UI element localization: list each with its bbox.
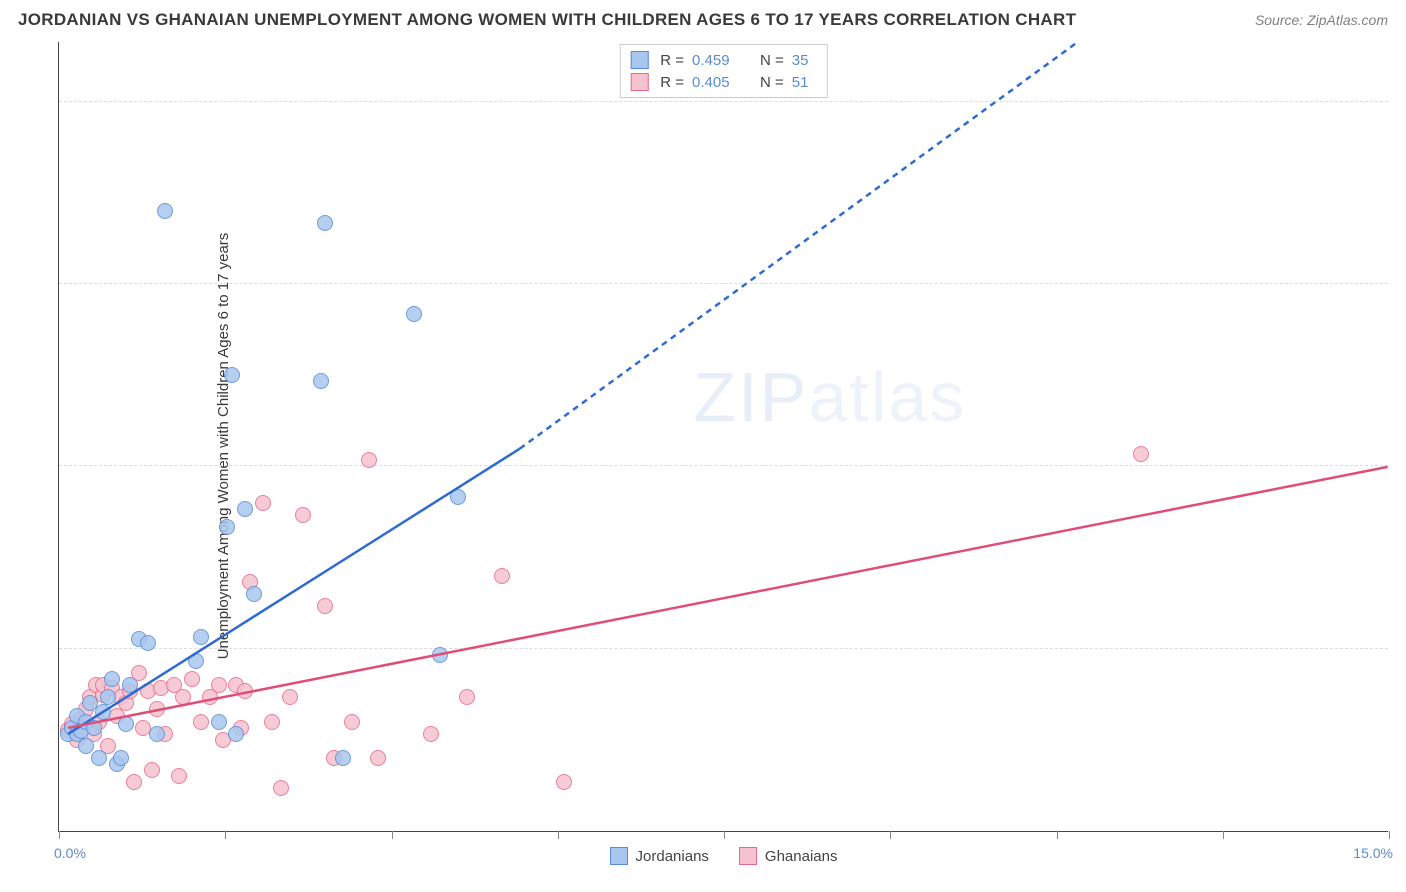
data-point-ghanaian bbox=[264, 714, 280, 730]
data-point-ghanaian bbox=[255, 495, 271, 511]
data-point-jordanian bbox=[450, 489, 466, 505]
gridline bbox=[59, 465, 1388, 466]
data-point-ghanaian bbox=[171, 768, 187, 784]
legend-item-ghanaians: Ghanaians bbox=[739, 847, 838, 865]
gridline bbox=[59, 648, 1388, 649]
x-tick bbox=[225, 831, 226, 839]
legend-row-ghanaians: R = 0.405 N = 51 bbox=[630, 71, 817, 93]
data-point-jordanian bbox=[91, 750, 107, 766]
data-point-ghanaian bbox=[126, 774, 142, 790]
data-point-jordanian bbox=[157, 203, 173, 219]
data-point-ghanaian bbox=[1133, 446, 1149, 462]
x-tick bbox=[1057, 831, 1058, 839]
data-point-jordanian bbox=[188, 653, 204, 669]
data-point-ghanaian bbox=[193, 714, 209, 730]
legend-label-ghanaians: Ghanaians bbox=[765, 848, 838, 865]
data-point-ghanaian bbox=[370, 750, 386, 766]
correlation-legend: R = 0.459 N = 35 R = 0.405 N = 51 bbox=[619, 44, 828, 98]
data-point-jordanian bbox=[246, 586, 262, 602]
swatch-jordanians bbox=[610, 847, 628, 865]
data-point-ghanaian bbox=[282, 689, 298, 705]
x-tick-label: 15.0% bbox=[1353, 845, 1393, 861]
data-point-ghanaian bbox=[317, 598, 333, 614]
data-point-jordanian bbox=[140, 635, 156, 651]
data-point-ghanaian bbox=[237, 683, 253, 699]
gridline bbox=[59, 101, 1388, 102]
data-point-jordanian bbox=[406, 306, 422, 322]
data-point-ghanaian bbox=[144, 762, 160, 778]
legend-row-jordanians: R = 0.459 N = 35 bbox=[630, 49, 817, 71]
n-value-ghanaians: 51 bbox=[792, 74, 817, 91]
watermark-text: ZIPatlas bbox=[693, 357, 966, 437]
swatch-jordanians bbox=[630, 51, 648, 69]
x-tick bbox=[392, 831, 393, 839]
trend-lines bbox=[59, 42, 1388, 831]
data-point-jordanian bbox=[149, 726, 165, 742]
data-point-ghanaian bbox=[211, 677, 227, 693]
scatter-plot: ZIPatlas R = 0.459 N = 35 R = 0.405 N = … bbox=[58, 42, 1388, 832]
data-point-ghanaian bbox=[175, 689, 191, 705]
data-point-jordanian bbox=[100, 689, 116, 705]
data-point-ghanaian bbox=[273, 780, 289, 796]
data-point-jordanian bbox=[122, 677, 138, 693]
data-point-jordanian bbox=[113, 750, 129, 766]
x-tick bbox=[724, 831, 725, 839]
x-tick bbox=[558, 831, 559, 839]
x-tick bbox=[1389, 831, 1390, 839]
data-point-jordanian bbox=[95, 704, 111, 720]
data-point-ghanaian bbox=[361, 452, 377, 468]
y-tick-label: 30.0% bbox=[1393, 442, 1406, 458]
swatch-ghanaians bbox=[630, 73, 648, 91]
data-point-jordanian bbox=[228, 726, 244, 742]
x-tick bbox=[890, 831, 891, 839]
data-point-jordanian bbox=[219, 519, 235, 535]
data-point-jordanian bbox=[335, 750, 351, 766]
data-point-jordanian bbox=[317, 215, 333, 231]
data-point-jordanian bbox=[224, 367, 240, 383]
data-point-ghanaian bbox=[344, 714, 360, 730]
data-point-jordanian bbox=[193, 629, 209, 645]
r-value-jordanians: 0.459 bbox=[692, 52, 742, 69]
data-point-ghanaian bbox=[423, 726, 439, 742]
r-value-ghanaians: 0.405 bbox=[692, 74, 742, 91]
data-point-jordanian bbox=[313, 373, 329, 389]
chart-title: JORDANIAN VS GHANAIAN UNEMPLOYMENT AMONG… bbox=[18, 10, 1076, 30]
source-attribution: Source: ZipAtlas.com bbox=[1255, 12, 1388, 28]
data-point-jordanian bbox=[432, 647, 448, 663]
data-point-ghanaian bbox=[295, 507, 311, 523]
n-value-jordanians: 35 bbox=[792, 52, 817, 69]
legend-label-jordanians: Jordanians bbox=[636, 848, 709, 865]
y-tick-label: 45.0% bbox=[1393, 260, 1406, 276]
swatch-ghanaians bbox=[739, 847, 757, 865]
y-tick-label: 60.0% bbox=[1393, 78, 1406, 94]
data-point-jordanian bbox=[211, 714, 227, 730]
series-legend: Jordanians Ghanaians bbox=[610, 847, 838, 865]
data-point-ghanaian bbox=[494, 568, 510, 584]
x-tick bbox=[59, 831, 60, 839]
r-label: R = bbox=[660, 52, 684, 69]
data-point-jordanian bbox=[118, 716, 134, 732]
y-tick-label: 15.0% bbox=[1393, 625, 1406, 641]
n-label: N = bbox=[760, 74, 784, 91]
r-label: R = bbox=[660, 74, 684, 91]
n-label: N = bbox=[760, 52, 784, 69]
data-point-ghanaian bbox=[149, 701, 165, 717]
x-tick-label: 0.0% bbox=[54, 845, 86, 861]
data-point-ghanaian bbox=[184, 671, 200, 687]
data-point-jordanian bbox=[104, 671, 120, 687]
data-point-jordanian bbox=[86, 720, 102, 736]
x-tick bbox=[1223, 831, 1224, 839]
data-point-jordanian bbox=[237, 501, 253, 517]
data-point-jordanian bbox=[78, 738, 94, 754]
data-point-ghanaian bbox=[556, 774, 572, 790]
legend-item-jordanians: Jordanians bbox=[610, 847, 709, 865]
gridline bbox=[59, 283, 1388, 284]
data-point-ghanaian bbox=[459, 689, 475, 705]
